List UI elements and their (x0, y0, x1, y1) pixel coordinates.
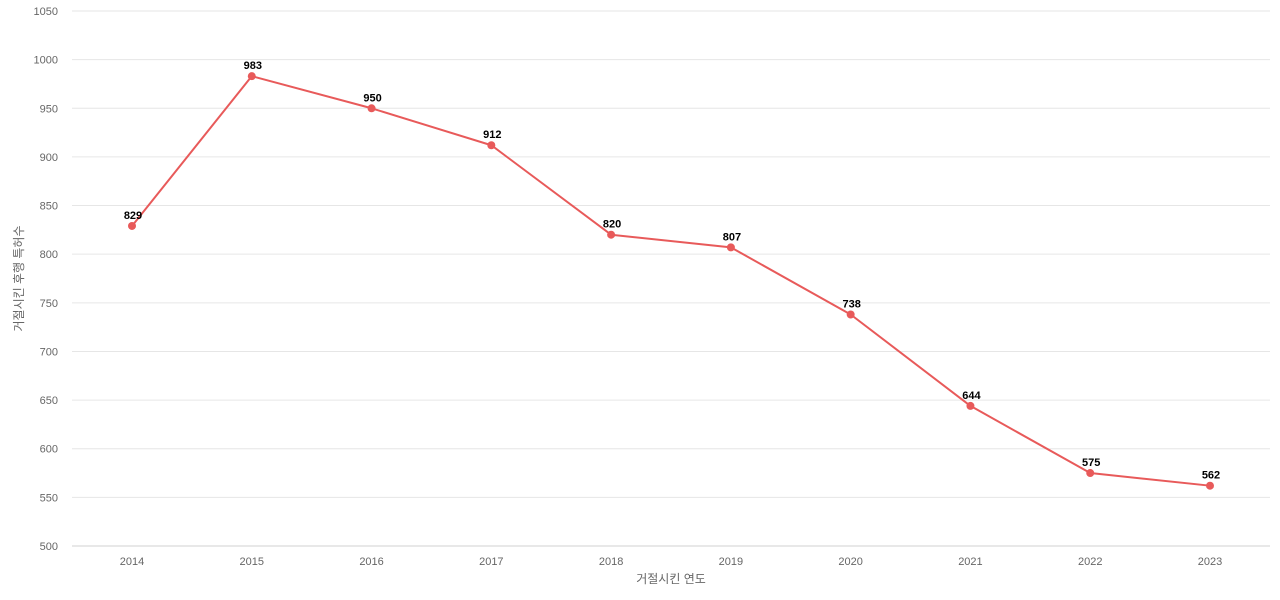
data-label: 829 (124, 210, 142, 222)
data-point (846, 310, 855, 319)
y-tick-label: 1050 (34, 6, 58, 18)
data-labels: 829 983 950 912 820 807 738 644 575 562 (124, 60, 1220, 482)
y-tick-label: 750 (40, 298, 58, 310)
series-line (131, 75, 1211, 487)
grid-lines (72, 10, 1270, 547)
y-tick-label: 1000 (34, 55, 58, 67)
y-tick-label: 700 (40, 346, 58, 358)
data-label: 562 (1202, 470, 1220, 482)
x-tick-label: 2023 (1198, 556, 1222, 568)
data-label: 644 (962, 390, 981, 402)
data-label: 983 (244, 60, 262, 72)
y-tick-label: 950 (40, 103, 58, 115)
x-axis: 2014 2015 2016 2017 2018 2019 2020 2021 2022 2023 (120, 556, 1222, 568)
y-tick-label: 850 (40, 201, 58, 213)
data-point (247, 72, 256, 81)
data-label: 738 (842, 298, 860, 310)
data-point (966, 401, 975, 410)
y-axis-title: 거절시킨 후행 특허수 (11, 225, 26, 331)
x-tick-label: 2020 (838, 556, 862, 568)
data-label: 820 (603, 219, 621, 231)
y-tick-label: 500 (40, 541, 58, 553)
data-label: 950 (363, 92, 381, 104)
x-tick-label: 2015 (240, 556, 264, 568)
x-axis-title: 거절시킨 연도 (636, 572, 706, 586)
data-point (128, 221, 136, 230)
data-point (487, 141, 496, 150)
data-point (1206, 481, 1214, 490)
y-tick-label: 550 (40, 492, 58, 504)
data-point (1086, 469, 1095, 478)
data-label: 575 (1082, 457, 1100, 469)
x-tick-label: 2021 (958, 556, 982, 568)
y-tick-label: 650 (40, 395, 58, 407)
x-tick-label: 2019 (719, 556, 743, 568)
data-point (726, 243, 735, 252)
x-tick-label: 2018 (599, 556, 623, 568)
x-tick-label: 2022 (1078, 556, 1102, 568)
x-tick-label: 2014 (120, 556, 144, 568)
x-tick-label: 2017 (479, 556, 503, 568)
data-label: 912 (483, 129, 501, 141)
y-tick-label: 900 (40, 152, 58, 164)
data-point (367, 104, 376, 113)
y-tick-label: 600 (40, 444, 58, 456)
x-tick-label: 2016 (359, 556, 383, 568)
data-label: 807 (723, 231, 741, 243)
y-axis: 500 550 600 650 700 750 800 850 900 950 1000 1050 (34, 6, 58, 553)
y-tick-label: 800 (40, 249, 58, 261)
series-lines (131, 75, 1211, 487)
data-point (607, 230, 616, 239)
data-points (128, 72, 1214, 490)
